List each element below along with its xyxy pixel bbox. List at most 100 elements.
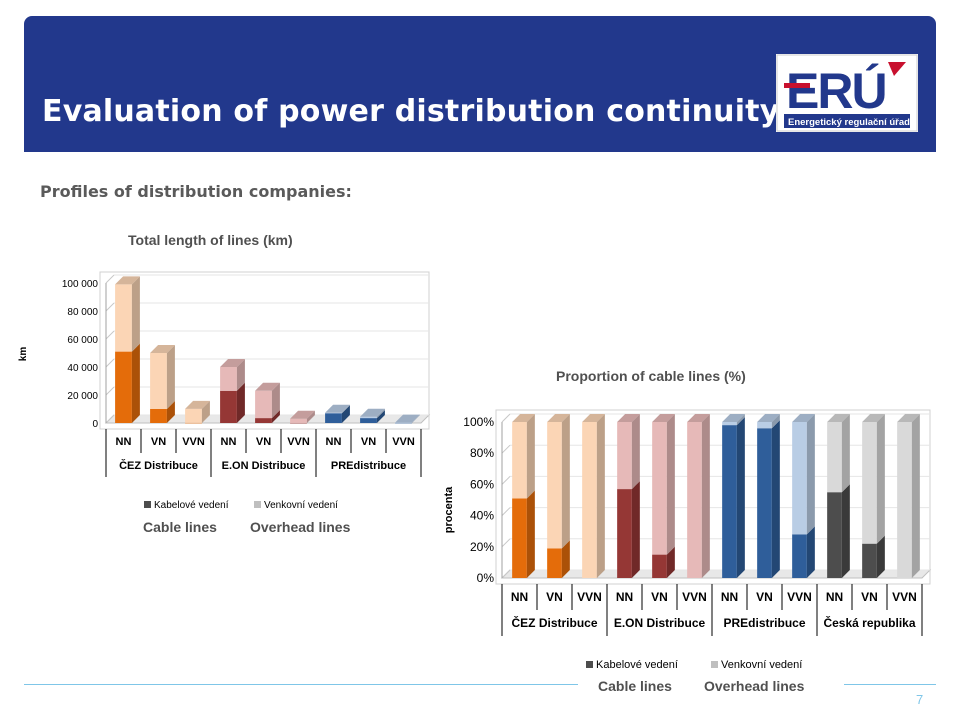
category-label: NN (511, 590, 528, 604)
bar-top (827, 414, 850, 422)
bar-side (271, 410, 280, 423)
bar-top (325, 404, 350, 413)
slide-header: Evaluation of power distribution continu… (24, 16, 936, 152)
bar-front (792, 422, 807, 535)
bar-front (827, 492, 842, 578)
category-label: NN (116, 436, 132, 448)
bar-side (806, 414, 815, 535)
bar-front (757, 422, 772, 429)
bar-front (652, 422, 667, 555)
bar-side (131, 343, 140, 423)
bar-top (220, 359, 245, 367)
footer-line-left (24, 684, 578, 685)
category-label: VN (651, 590, 668, 604)
bar-front (255, 390, 272, 419)
bar-side (841, 484, 850, 578)
page-number: 7 (916, 692, 924, 707)
category-label: NN (826, 590, 843, 604)
bar-side (736, 417, 745, 578)
svg-text:ERÚ: ERÚ (786, 63, 886, 119)
y-tick-label: 20% (470, 540, 494, 554)
legend-label: Venkovní vedení (721, 659, 802, 671)
chart2-legend-translation-cable: Cable lines (598, 678, 672, 694)
gridline-side (105, 302, 115, 312)
bar-front (395, 422, 412, 424)
bar-side (876, 414, 885, 544)
bar-front (862, 543, 877, 578)
category-label: VVN (682, 590, 707, 604)
bar-front (360, 416, 377, 419)
gridline-side (501, 444, 511, 454)
gridline-side (501, 569, 511, 579)
category-label: VVN (787, 590, 812, 604)
y-tick-label: 60 000 (67, 335, 98, 346)
bar-front (325, 413, 342, 423)
group-label: PREdistribuce (331, 460, 406, 472)
bar-front (185, 422, 202, 424)
category-label: NN (326, 436, 342, 448)
gridline-side (105, 358, 115, 368)
bar-top (722, 414, 745, 422)
bar-side (376, 410, 385, 423)
eru-logo-icon: ERÚ Energetický regulační úřad (776, 54, 918, 132)
bar-front (862, 422, 877, 544)
bar-side (131, 276, 140, 352)
bar-front (150, 409, 167, 423)
y-tick-label: 80 000 (67, 307, 98, 318)
bar-front (547, 548, 562, 578)
bar-side (236, 382, 245, 423)
bar-side (701, 414, 710, 578)
bar-side (631, 481, 640, 578)
legend-label: Kabelové vedení (596, 659, 678, 671)
category-label: VVN (892, 590, 917, 604)
group-label: ČEZ Distribuce (119, 459, 198, 472)
bar-side (166, 401, 175, 423)
bar-top (512, 414, 535, 422)
chart1-legend-translation-cable: Cable lines (143, 519, 217, 535)
bar-side (911, 414, 920, 578)
bar-front (897, 422, 912, 578)
bar-top (862, 414, 885, 422)
gridline-side (105, 330, 115, 340)
gridline-side (501, 476, 511, 485)
bar-front (325, 412, 342, 414)
bar-side (166, 345, 175, 409)
bar-front (687, 422, 702, 578)
bar-side (666, 414, 675, 555)
chart2-legend-translation-overhead: Overhead lines (704, 678, 805, 694)
bar-front (395, 422, 412, 424)
y-tick-label: 100% (463, 415, 494, 429)
bar-front (512, 422, 527, 499)
bar-top (115, 276, 140, 285)
legend-swatch-overhead (254, 501, 261, 508)
bar-side (306, 410, 315, 423)
category-label: VN (151, 436, 166, 448)
bar-top (582, 414, 605, 422)
bar-top (255, 382, 280, 391)
gridline-side (501, 413, 511, 423)
chart-total-length: 0 20 000 40 000 60 000 80 000 100 000 km NN VN VV… (18, 271, 431, 511)
category-label: NN (221, 436, 237, 448)
bar-front (220, 367, 237, 391)
svg-text:Energetický regulační úřad: Energetický regulační úřad (788, 117, 910, 128)
bar-side (561, 540, 570, 578)
bar-side (526, 414, 535, 499)
category-label: VN (361, 436, 376, 448)
bar-front (582, 422, 597, 578)
gridline-side (105, 386, 115, 396)
category-label: VVN (182, 436, 205, 448)
bar-side (526, 490, 535, 578)
y-tick-label: 0 (92, 419, 98, 430)
legend-label: Kabelové vedení (154, 500, 229, 511)
legend-swatch-cable (586, 661, 593, 668)
gridline-side (105, 414, 115, 424)
bar-top (395, 414, 420, 423)
chart-cable-proportion: 0% 20% 40% 60% 80% 100% procenta NN VN VVN NN VN VVN… (443, 409, 932, 671)
group-label: E.ON Distribuce (614, 616, 706, 630)
bar-side (306, 414, 315, 423)
group-label: ČEZ Distribuce (511, 615, 597, 630)
legend-swatch-overhead (711, 661, 718, 668)
bar-front (547, 422, 562, 549)
bar-side (631, 414, 640, 490)
legend-label: Venkovní vedení (264, 500, 338, 511)
